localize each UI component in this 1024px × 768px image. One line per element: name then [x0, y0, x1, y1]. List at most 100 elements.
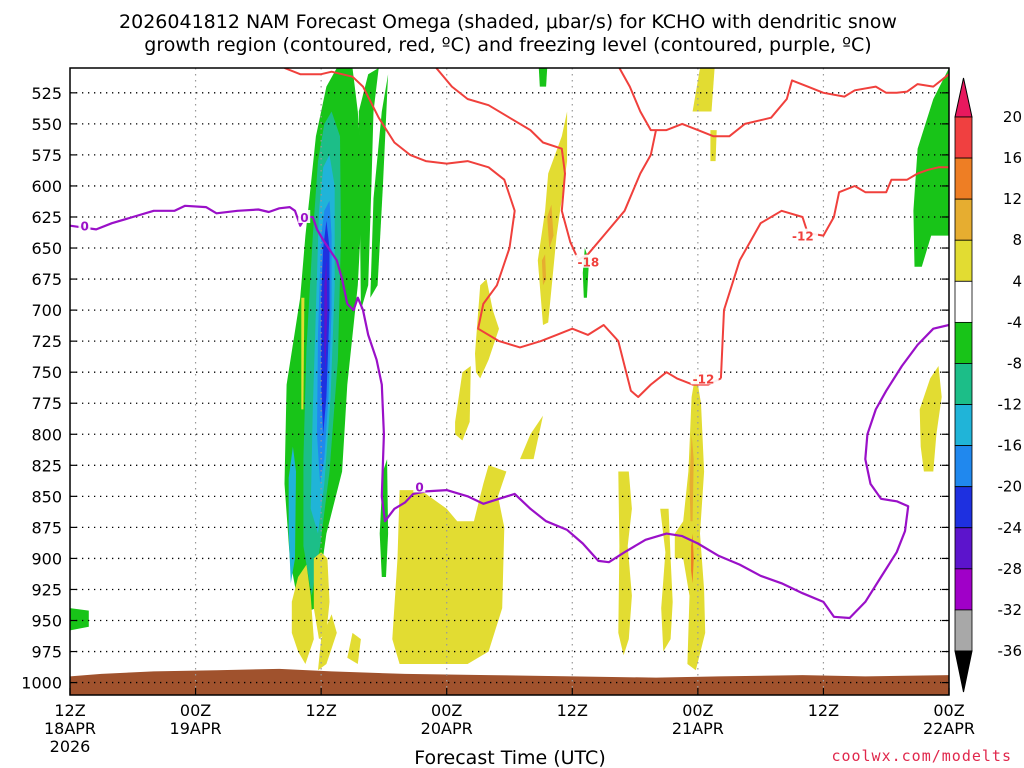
omega-region-p4 — [475, 279, 499, 379]
colorbar-swatch — [954, 198, 973, 241]
contour-label-bg — [78, 218, 91, 232]
omega-region-p4 — [291, 564, 314, 664]
omega-shading-layer — [70, 68, 949, 671]
omega-region-p4 — [520, 415, 543, 460]
x-tick-label: 12Z — [808, 701, 839, 720]
dgz-contour — [576, 129, 657, 262]
terrain-area — [70, 668, 949, 695]
x-tick-label: 19APR — [170, 719, 222, 738]
omega-region-p4 — [392, 465, 507, 664]
x-tick-label: 21APR — [672, 719, 724, 738]
y-axis: 525 550 575 600 625 650 675 700 725 750 775 800 825 8… — [21, 84, 949, 693]
colorbar-swatch — [954, 568, 973, 611]
omega-region-p4 — [674, 372, 706, 671]
omega-region-p8 — [547, 204, 554, 248]
contour-label: -18 — [578, 256, 600, 270]
x-tick-label: 20APR — [421, 719, 473, 738]
y-tick-label: 825 — [31, 456, 62, 475]
y-tick-label: 600 — [31, 177, 62, 196]
dgz-contour — [618, 68, 949, 138]
omega-region-p4 — [660, 508, 673, 652]
chart-title-line1: 2026041812 NAM Forecast Omega (shaded, μ… — [119, 11, 897, 33]
colorbar-swatch — [954, 609, 973, 652]
contour-label-bg — [790, 228, 819, 242]
omega-region-p4 — [313, 552, 330, 640]
colorbar-swatch — [954, 157, 973, 200]
y-tick-label: 525 — [31, 84, 62, 103]
omega-region-p4 — [318, 614, 337, 671]
y-tick-label: 625 — [31, 208, 62, 227]
omega-region-w8 — [358, 68, 379, 311]
contour-label-bg — [690, 371, 719, 385]
x-tick-label: 00Z — [431, 701, 462, 720]
omega-region-w8 — [370, 74, 389, 298]
contour-label: 0 — [80, 220, 88, 234]
omega-region-p4 — [455, 366, 471, 441]
y-tick-label: 975 — [31, 643, 62, 662]
chart-title-line2: growth region (contoured, red, ºC) and f… — [144, 34, 871, 56]
omega-region-p8 — [541, 254, 547, 286]
y-tick-label: 900 — [31, 549, 62, 568]
freezing-level-contour — [70, 204, 949, 620]
x-tick-label: 22APR — [923, 719, 975, 738]
y-tick-label: 650 — [31, 239, 62, 258]
dgz-contour — [284, 68, 722, 398]
x-tick-label: 00Z — [682, 701, 713, 720]
colorbar-swatch — [954, 280, 973, 323]
x-tick-label: 18APR — [44, 719, 96, 738]
omega-region-p4 — [919, 366, 942, 472]
colorbar: 20 16 12 8 4 -4 -8 -12 -16 -20 -24 -28 -32 -36 — [954, 77, 1023, 693]
contour-label: 0 — [300, 211, 308, 225]
x-tick-label: 12Z — [305, 701, 336, 720]
colorbar-label: -32 — [998, 601, 1023, 619]
x-axis-label: Forecast Time (UTC) — [414, 747, 605, 768]
colorbar-swatch — [954, 404, 973, 447]
x-tick-label: 00Z — [933, 701, 964, 720]
colorbar-swatch — [954, 363, 973, 405]
contour-label: -12 — [693, 372, 715, 386]
colorbar-label: -4 — [1007, 313, 1022, 331]
y-tick-label: 950 — [31, 612, 62, 631]
colorbar-swatch — [954, 239, 973, 282]
colorbar-label: -24 — [998, 519, 1023, 537]
omega-region-p8 — [689, 434, 694, 522]
x-tick-label: 00Z — [180, 701, 211, 720]
omega-region-p4 — [618, 471, 632, 656]
colorbar-bottom-arrow — [954, 650, 973, 693]
y-tick-label: 750 — [31, 363, 62, 382]
omega-region-w8 — [70, 608, 89, 631]
y-tick-label: 700 — [31, 301, 62, 320]
omega-region-p4 — [710, 130, 717, 162]
colorbar-label: -12 — [998, 396, 1023, 414]
colorbar-swatch — [954, 445, 973, 488]
colorbar-label: 8 — [1012, 231, 1022, 249]
grid-layer — [70, 68, 949, 695]
contour-label-bg — [413, 479, 426, 493]
dgz-contour — [719, 166, 949, 379]
colorbar-label: -36 — [998, 642, 1023, 660]
colorbar-label: 12 — [1003, 190, 1022, 208]
omega-region-p4 — [301, 297, 305, 410]
omega-region-w8 — [538, 68, 548, 87]
y-tick-label: 725 — [31, 332, 62, 351]
colorbar-label: 16 — [1003, 149, 1022, 167]
colorbar-label: -8 — [1007, 354, 1022, 372]
contour-label: 0 — [415, 480, 423, 494]
x-tick-label: 12Z — [557, 701, 588, 720]
contour-label-bg — [298, 209, 311, 223]
colorbar-swatch — [954, 527, 973, 570]
plot-frame — [69, 67, 950, 696]
omega-region-p4 — [692, 68, 715, 112]
y-tick-label: 575 — [31, 146, 62, 165]
omega-region-p12 — [691, 533, 694, 584]
colorbar-label: -16 — [998, 437, 1023, 455]
y-tick-label: 875 — [31, 518, 62, 537]
y-tick-label: 800 — [31, 425, 62, 444]
credit-text: coolwx.com/modelts — [831, 747, 1012, 765]
colorbar-swatch — [954, 321, 973, 364]
colorbar-label: 20 — [1003, 108, 1022, 126]
y-tick-label: 850 — [31, 487, 62, 506]
y-tick-label: 775 — [31, 394, 62, 413]
